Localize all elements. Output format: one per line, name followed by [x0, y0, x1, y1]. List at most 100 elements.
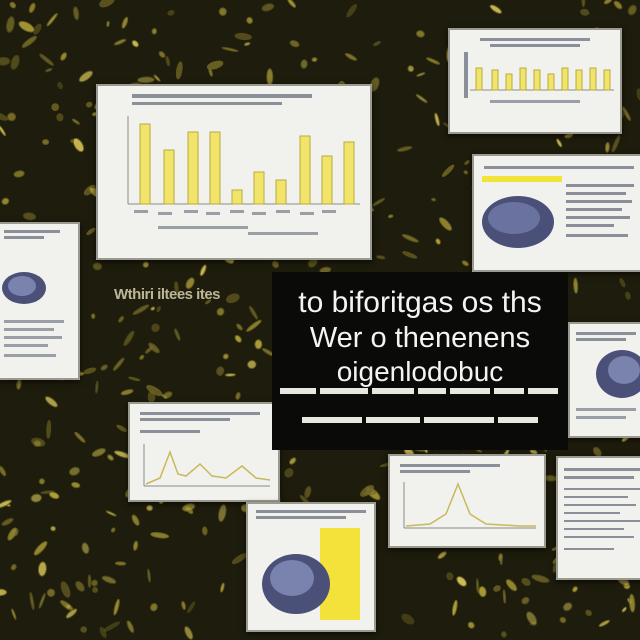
- leaf-pattern: [131, 40, 139, 48]
- leaf-pattern: [396, 145, 413, 152]
- leaf-pattern: [372, 40, 381, 47]
- leaf-pattern: [222, 353, 229, 360]
- leaf-pattern: [90, 313, 96, 320]
- leaf-pattern: [216, 307, 225, 317]
- leaf-pattern: [426, 57, 441, 65]
- leaf-pattern: [42, 138, 50, 146]
- leaf-pattern: [123, 330, 135, 347]
- leaf-pattern: [497, 552, 504, 562]
- leaf-pattern: [121, 16, 129, 29]
- leaf-pattern: [142, 261, 150, 268]
- leaf-pattern: [628, 593, 636, 613]
- leaf-pattern: [261, 3, 275, 12]
- leaf-pattern: [56, 113, 64, 122]
- subtitle-scribble-2: [302, 417, 538, 423]
- leaf-pattern: [475, 578, 480, 594]
- blob-image: [576, 332, 640, 419]
- card-top-right: [448, 28, 622, 134]
- card-right-upper: [472, 154, 640, 272]
- leaf-pattern: [254, 339, 263, 350]
- leaf-pattern: [216, 366, 225, 376]
- leaf-pattern: [10, 563, 17, 571]
- background-lettering: Wthiri iltees ites: [114, 286, 221, 303]
- card-bottom-right: [556, 456, 640, 580]
- leaf-pattern: [92, 586, 99, 593]
- leaf-pattern: [33, 23, 42, 35]
- leaf-pattern: [304, 486, 312, 499]
- leaf-pattern: [38, 478, 46, 485]
- leaf-pattern: [72, 137, 85, 153]
- leaf-pattern: [51, 103, 60, 111]
- leaf-pattern: [120, 389, 134, 396]
- leaf-pattern: [173, 281, 179, 294]
- leaf-pattern: [401, 233, 419, 243]
- leaf-pattern: [521, 596, 530, 605]
- leaf-pattern: [46, 588, 56, 597]
- leaf-pattern: [148, 342, 160, 354]
- leaf-pattern: [174, 328, 181, 341]
- card-left: [0, 222, 80, 380]
- leaf-pattern: [621, 606, 627, 613]
- leaf-pattern: [113, 38, 127, 46]
- card-top-center: [96, 84, 372, 260]
- leaf-pattern: [621, 106, 632, 122]
- card-bottom-center: [388, 454, 546, 548]
- leaf-pattern: [30, 493, 43, 503]
- leaf-pattern: [441, 164, 455, 177]
- leaf-pattern: [1, 517, 14, 527]
- leaf-pattern: [435, 238, 441, 245]
- leaf-pattern: [162, 391, 173, 399]
- leaf-pattern: [136, 76, 155, 84]
- leaf-pattern: [556, 138, 563, 148]
- leaf-pattern: [201, 526, 208, 536]
- leaf-pattern: [44, 396, 58, 408]
- leaf-pattern: [234, 32, 252, 41]
- leaf-pattern: [284, 468, 294, 478]
- leaf-pattern: [11, 608, 17, 620]
- leaf-pattern: [81, 542, 90, 555]
- leaf-pattern: [60, 581, 71, 598]
- leaf-pattern: [464, 160, 470, 166]
- leaf-pattern: [493, 585, 501, 592]
- blob-image: [256, 510, 366, 620]
- leaf-pattern: [99, 626, 107, 638]
- leaf-pattern: [613, 0, 623, 10]
- leaf-pattern: [531, 574, 550, 583]
- leaf-pattern: [22, 212, 37, 221]
- leaf-pattern: [604, 142, 610, 153]
- leaf-pattern: [489, 4, 503, 14]
- card-right-middle: [568, 322, 640, 438]
- leaf-pattern: [0, 112, 9, 121]
- leaf-pattern: [573, 277, 579, 294]
- leaf-pattern: [387, 214, 394, 219]
- leaf-pattern: [86, 227, 96, 236]
- leaf-pattern: [627, 4, 637, 16]
- leaf-pattern: [220, 582, 225, 593]
- leaf-pattern: [45, 67, 53, 73]
- leaf-pattern: [72, 6, 80, 21]
- leaf-pattern: [37, 561, 47, 577]
- leaf-pattern: [95, 380, 99, 394]
- bar-chart-icon: [464, 38, 614, 103]
- leaf-pattern: [150, 306, 156, 311]
- leaf-pattern: [247, 359, 257, 370]
- leaf-pattern: [151, 323, 160, 333]
- leaf-pattern: [585, 609, 593, 617]
- leaf-pattern: [146, 385, 163, 397]
- leaf-pattern: [478, 586, 487, 598]
- leaf-pattern: [248, 305, 259, 320]
- leaf-pattern: [175, 61, 183, 80]
- leaf-pattern: [438, 217, 453, 231]
- leaf-pattern: [158, 50, 166, 59]
- leaf-pattern: [150, 532, 170, 539]
- leaf-pattern: [151, 27, 158, 35]
- leaf-pattern: [0, 499, 12, 509]
- leaf-pattern: [430, 197, 437, 202]
- leaf-pattern: [28, 2, 36, 14]
- blob-image: [2, 230, 64, 357]
- leaf-pattern: [150, 603, 158, 612]
- leaf-pattern: [184, 625, 194, 640]
- leaf-pattern: [116, 424, 127, 432]
- leaf-pattern: [235, 391, 241, 401]
- leaf-pattern: [206, 60, 224, 70]
